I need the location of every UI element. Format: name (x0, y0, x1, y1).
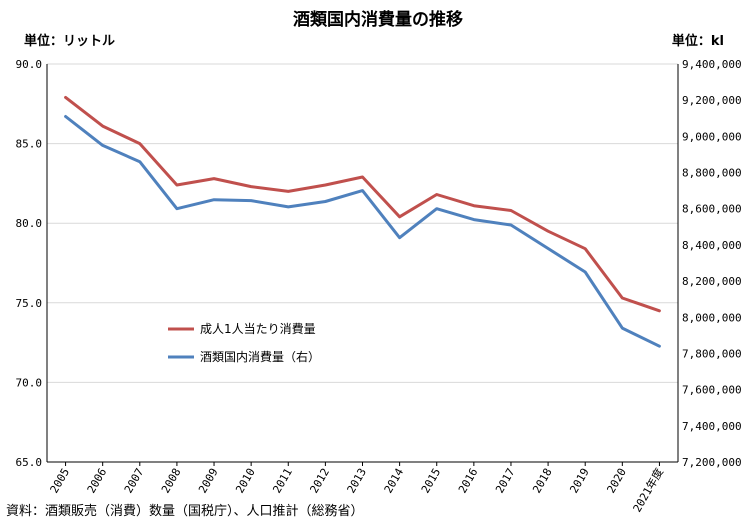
x-tick-label: 2007 (122, 466, 147, 495)
x-tick-label: 2012 (307, 466, 332, 495)
right-tick-label: 7,800,000 (682, 347, 742, 360)
right-tick-label: 7,600,000 (682, 384, 742, 397)
left-tick-label: 85.0 (16, 138, 43, 151)
right-axis-ticks: 7,200,000 7,400,000 7,600,000 7,800,000 8,00… (682, 58, 742, 469)
left-tick-label: 75.0 (16, 297, 43, 310)
x-tick-label: 2010 (233, 466, 258, 495)
x-tick-label: 2006 (85, 466, 110, 495)
legend: 成人1人当たり消費量 酒類国内消費量（右） (168, 321, 320, 364)
right-tick-label: 9,000,000 (682, 130, 742, 143)
x-tick-label: 2016 (456, 466, 481, 495)
legend-label-per-capita: 成人1人当たり消費量 (200, 321, 316, 336)
x-axis-ticks: 2005 2006 2007 2008 2009 2010 2011 2012 2013 2014… (48, 462, 666, 515)
left-axis-unit: 単位：リットル (24, 33, 115, 49)
x-tick-label: 2017 (493, 466, 518, 495)
x-tick-label: 2009 (196, 466, 221, 495)
right-tick-label: 9,200,000 (682, 94, 742, 107)
series-line-per-capita (64, 95, 661, 313)
right-tick-label: 8,800,000 (682, 167, 742, 180)
right-axis-unit: 単位：kl (672, 33, 724, 49)
chart-title: 酒類国内消費量の推移 (293, 9, 463, 30)
series-lines (64, 95, 661, 348)
x-tick-label: 2008 (159, 466, 184, 495)
series-line-total (64, 115, 661, 348)
right-tick-label: 8,600,000 (682, 203, 742, 216)
left-tick-label: 70.0 (16, 376, 43, 389)
right-tick-label: 9,400,000 (682, 58, 742, 71)
right-tick-label: 8,400,000 (682, 239, 742, 252)
x-tick-label: 2014 (382, 466, 407, 496)
x-tick-label: 2005 (48, 466, 73, 495)
left-tick-label: 90.0 (16, 58, 43, 71)
right-tick-label: 8,200,000 (682, 275, 742, 288)
x-tick-label: 2020 (604, 466, 629, 495)
right-tick-label: 8,000,000 (682, 311, 742, 324)
legend-label-total: 酒類国内消費量（右） (200, 349, 320, 364)
x-tick-label: 2018 (530, 466, 555, 495)
x-tick-label: 2013 (345, 466, 370, 495)
right-tick-label: 7,400,000 (682, 420, 742, 433)
right-tick-label: 7,200,000 (682, 456, 742, 469)
left-axis-ticks: 65.0 70.0 75.0 80.0 85.0 90.0 (16, 58, 43, 469)
x-tick-label: 2021年度 (630, 466, 666, 515)
x-tick-label: 2019 (567, 466, 592, 495)
x-tick-label: 2015 (419, 466, 444, 495)
gridlines (46, 63, 679, 463)
source-note: 資料：酒類販売（消費）数量（国税庁）、人口推計（総務省） (6, 503, 364, 519)
left-tick-label: 80.0 (16, 217, 43, 230)
x-tick-label: 2011 (270, 466, 295, 495)
left-tick-label: 65.0 (16, 456, 43, 469)
